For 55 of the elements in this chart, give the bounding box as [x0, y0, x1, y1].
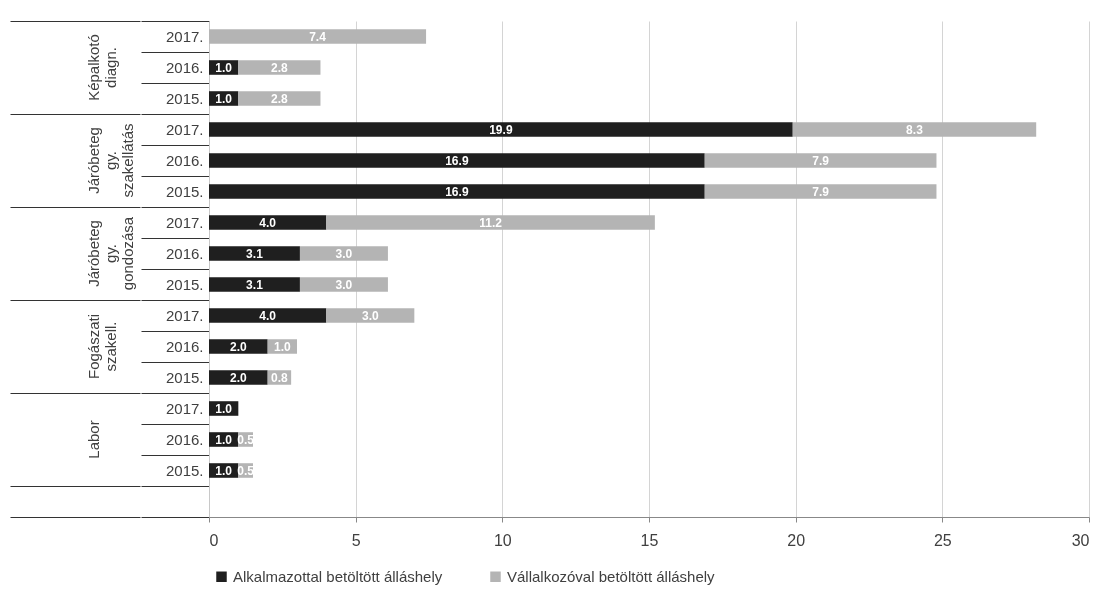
y-tick-label: 2015. [165, 369, 204, 386]
data-label: 8.3 [906, 122, 924, 137]
y-tick-label: 2015. [165, 276, 204, 293]
y-tick-label: 2017. [165, 28, 204, 45]
data-label: 16.9 [445, 153, 469, 168]
data-label: 1.0 [215, 401, 233, 416]
y-tick-label: 2015. [165, 90, 204, 107]
y-tick-label: 2017. [165, 400, 204, 417]
data-label: 7.9 [812, 153, 830, 168]
data-label: 1.0 [215, 60, 233, 75]
text: Járóbeteg gy. szakellátás [85, 123, 136, 198]
x-tick-label: 25 [933, 531, 952, 549]
data-label: 11.2 [479, 215, 503, 230]
x-tick-label: 30 [1071, 531, 1090, 549]
y-tick-label: 2017. [165, 121, 204, 138]
data-label: 2.0 [229, 370, 247, 385]
text: Labor [85, 420, 102, 459]
y-tick-label: 2017. [165, 214, 204, 231]
y-tick-label: 2017. [165, 307, 204, 324]
data-label: 3.1 [246, 277, 264, 292]
data-label: 3.1 [246, 246, 264, 261]
data-label: 4.0 [259, 308, 277, 323]
y-tick-label: 2015. [165, 183, 204, 200]
y-tick-label: 2016. [165, 338, 204, 355]
x-tick-label: 20 [787, 531, 806, 549]
legend-label: Vállalkozóval betöltött álláshely [507, 567, 716, 585]
data-label: 2.0 [229, 339, 247, 354]
y-tick-label: 2016. [165, 152, 204, 169]
text: Képalkotó diagn. [85, 34, 119, 101]
y-tick-label: 2016. [165, 59, 204, 76]
data-label: 7.4 [309, 29, 327, 44]
y-tick-label: 2015. [165, 462, 204, 479]
x-tick-label: 0 [209, 531, 219, 549]
data-label: 2.8 [271, 91, 289, 106]
data-label: 1.0 [273, 339, 291, 354]
data-label: 3.0 [335, 277, 353, 292]
data-label: 3.0 [335, 246, 353, 261]
text: Járóbeteg gy. gondozása [85, 216, 136, 291]
data-label: 4.0 [259, 215, 277, 230]
data-label: 2.8 [271, 60, 289, 75]
data-label: 16.9 [445, 184, 469, 199]
data-label: 1.0 [215, 91, 233, 106]
y-tick-label: 2016. [165, 431, 204, 448]
x-tick-label: 10 [493, 531, 512, 549]
x-tick-label: 15 [640, 531, 659, 549]
data-label: 3.0 [361, 308, 379, 323]
data-label: 1.0 [215, 432, 233, 447]
y-tick-label: 2016. [165, 245, 204, 262]
data-label: 19.9 [489, 122, 513, 137]
x-tick-label: 5 [351, 531, 361, 549]
legend-label: Alkalmazottal betöltött álláshely [233, 567, 443, 585]
data-label: 1.0 [215, 463, 233, 478]
data-label: 0.8 [271, 370, 289, 385]
data-label: 7.9 [812, 184, 830, 199]
text: Fogászati szakell. [85, 313, 119, 380]
